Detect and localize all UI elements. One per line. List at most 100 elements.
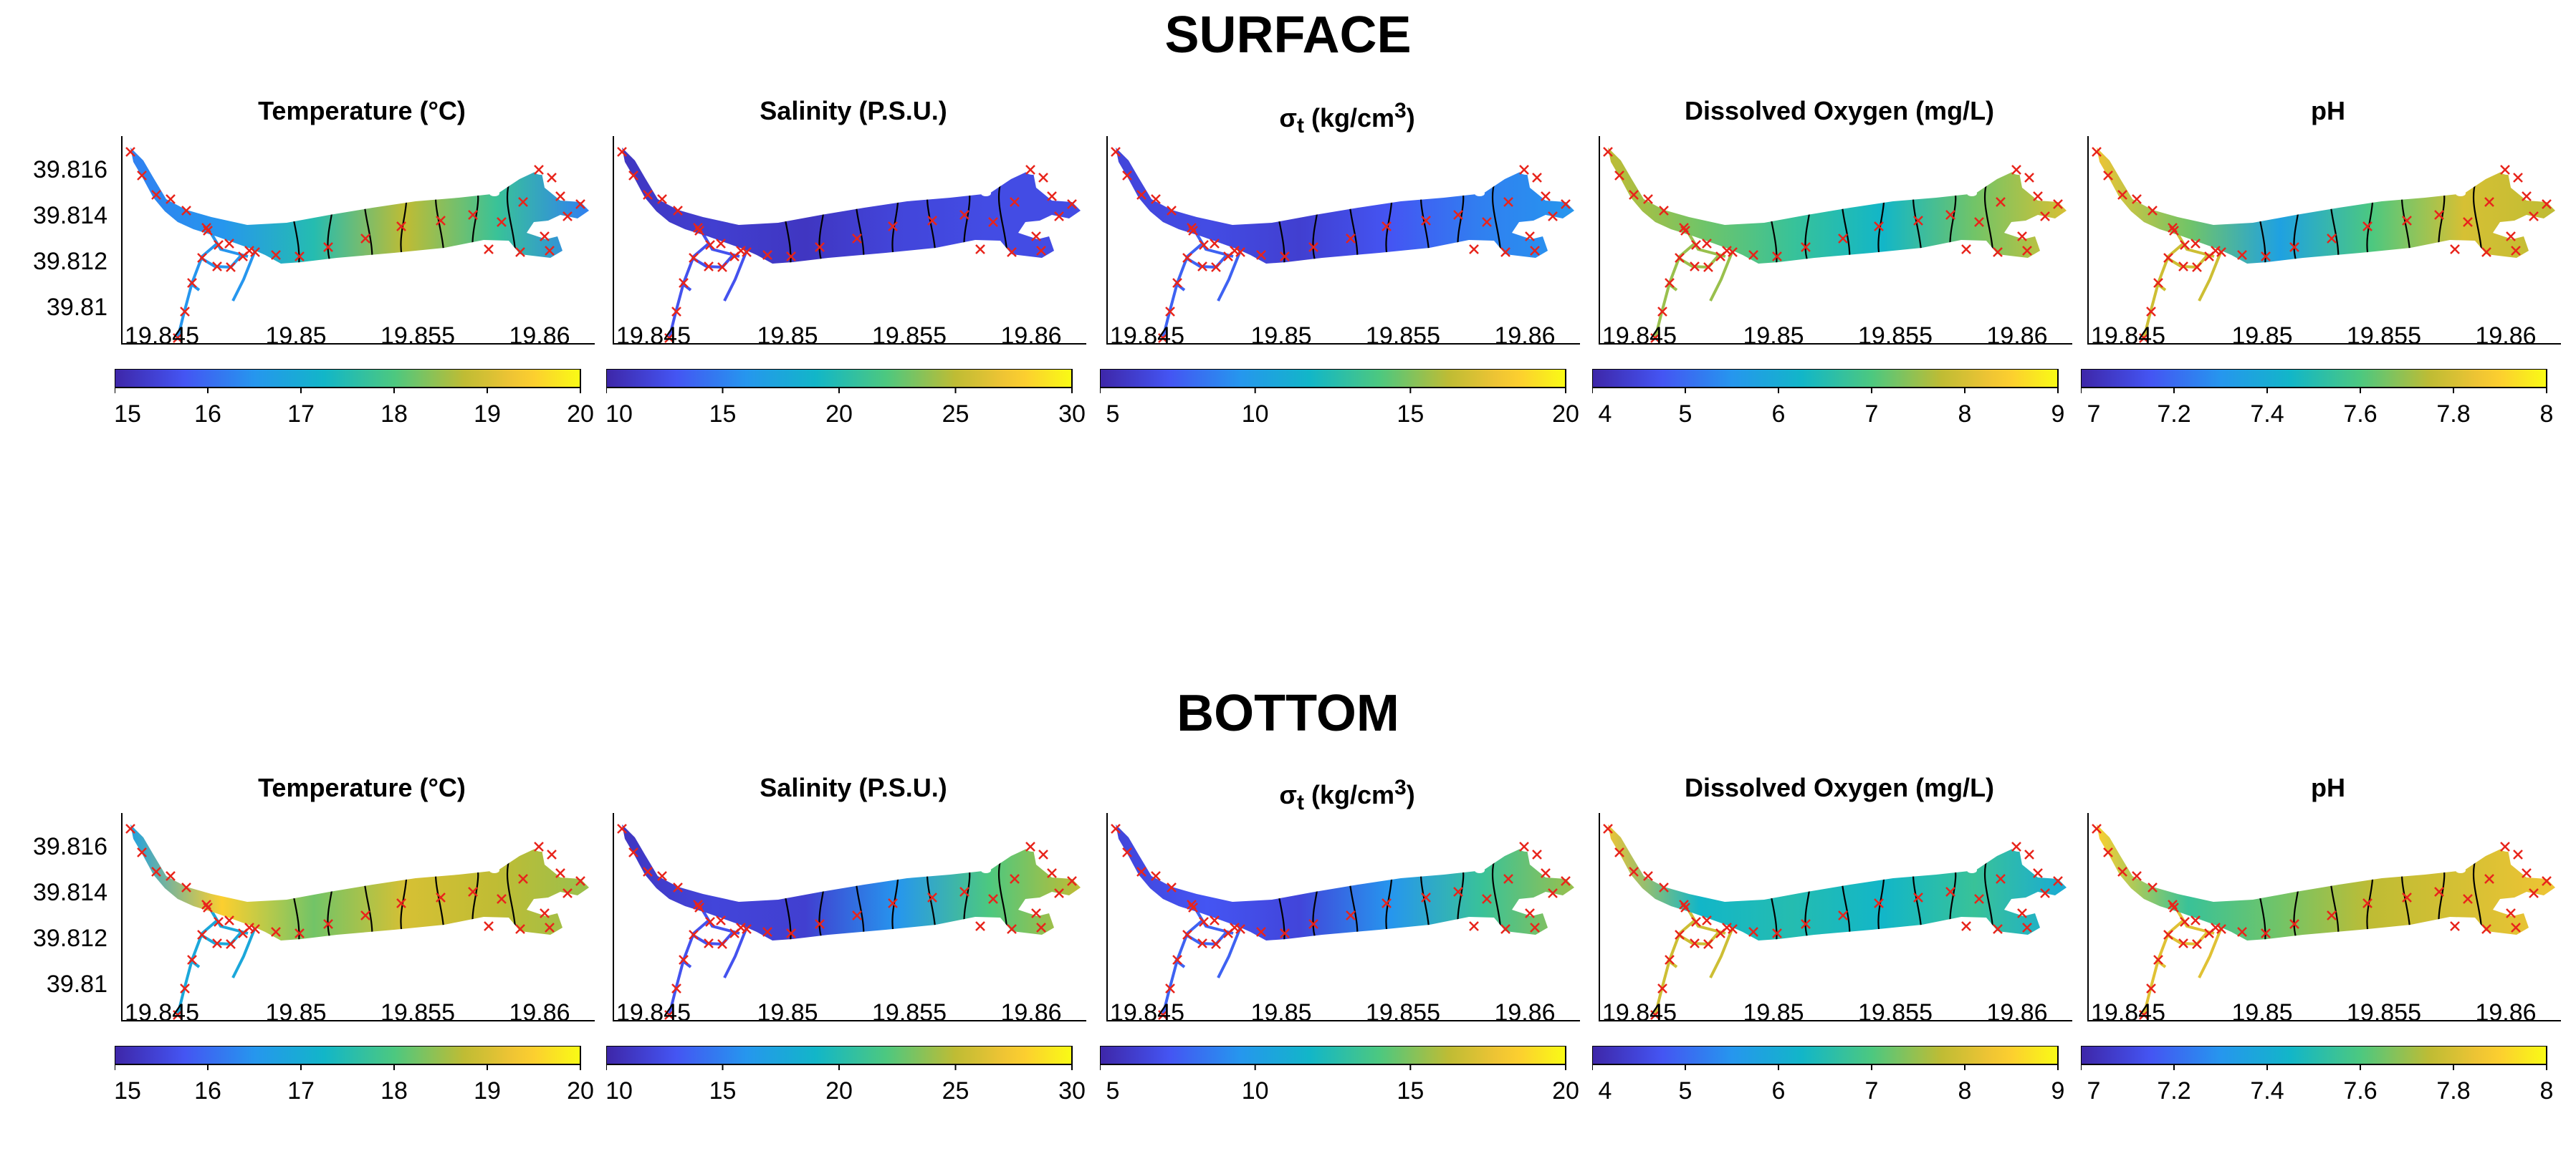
colorbar-tick-label: 18 [380, 400, 408, 428]
station-marker [360, 234, 370, 244]
lon-tick-label: 19.855 [1858, 999, 1933, 1026]
station-marker [2146, 307, 2156, 317]
station-marker [1519, 842, 1529, 852]
station-marker [1614, 847, 1624, 857]
colorbar-gradient [114, 368, 581, 388]
lon-tick-label: 19.86 [1986, 999, 2048, 1026]
station-marker [1210, 239, 1220, 249]
station-marker [2484, 197, 2494, 207]
station-marker [673, 882, 683, 893]
station-marker [2522, 191, 2532, 201]
station-marker [617, 824, 627, 834]
station-marker [1643, 194, 1653, 204]
station-marker [1187, 223, 1197, 233]
bottom-sigma-t-panel: σt (kg/cm3) 19.845 19.85 19.855 19.86 5 10 15 20 [1099, 763, 1594, 1164]
station-marker [1111, 147, 1121, 157]
bottom-temperature-c-lon-ticks: 19.845 19.85 19.855 19.86 [115, 999, 609, 1035]
station-marker [1772, 928, 1782, 938]
lat-tick-label: 39.816 [33, 156, 107, 183]
station-marker [2216, 924, 2226, 934]
colorbar-tick-label: 19 [474, 1077, 501, 1105]
station-marker [238, 928, 248, 938]
basin-field [130, 148, 589, 264]
island [2521, 852, 2532, 860]
bottom-dissolved-oxygen-mg-l-title: Dissolved Oxygen (mg/L) [1684, 773, 1995, 802]
colorbar-tick-label: 16 [194, 1077, 221, 1105]
station-marker [173, 333, 183, 343]
station-marker [2103, 170, 2113, 181]
basin-field [2097, 148, 2555, 264]
lon-tick-label: 19.855 [1858, 322, 1933, 350]
station-marker [1122, 170, 1132, 181]
station-marker [540, 231, 550, 241]
lon-tick-label: 19.85 [2231, 322, 2293, 350]
station-marker [2178, 938, 2188, 948]
lon-tick-label: 19.85 [265, 322, 327, 350]
station-marker [534, 165, 544, 175]
station-marker [2103, 847, 2113, 857]
bottom-sigma-t-title: σt (kg/cm3) [1279, 776, 1415, 815]
station-marker [1067, 199, 1077, 209]
colorbar-tick-label: 20 [567, 400, 594, 428]
station-marker [224, 239, 234, 249]
station-marker [1561, 199, 1571, 209]
station-marker [643, 190, 653, 200]
colorbar-gradient [1099, 1045, 1566, 1065]
island [981, 191, 991, 196]
station-marker [2092, 824, 2102, 834]
station-marker [1223, 928, 1233, 938]
station-marker [1659, 206, 1669, 216]
station-marker [2327, 234, 2337, 244]
island [555, 852, 566, 860]
station-marker [1151, 871, 1161, 881]
station-marker [1690, 261, 1700, 271]
colorbar-tick-label: 18 [380, 1077, 408, 1105]
station-marker [2261, 251, 2271, 261]
station-marker [1913, 216, 1923, 226]
bottom-dissolved-oxygen-mg-l-colorbar: 4 5 6 7 8 9 [1591, 1045, 2087, 1125]
station-marker [786, 251, 796, 261]
station-marker [628, 847, 638, 857]
colorbar-tick-label: 25 [942, 1077, 969, 1105]
lon-tick-label: 19.85 [2231, 999, 2293, 1026]
station-marker [959, 210, 969, 220]
canal-line [723, 927, 748, 978]
canal-line [1217, 927, 1242, 978]
station-marker [2033, 191, 2043, 201]
station-marker [271, 927, 281, 937]
colorbar-gradient [1591, 368, 2059, 388]
lon-tick-label: 19.86 [1000, 322, 1062, 350]
canal-line [1654, 226, 1697, 339]
station-marker [518, 874, 528, 884]
station-marker [125, 824, 135, 834]
station-marker [2024, 173, 2034, 183]
surface-salinity-p-s-u-lon-ticks: 19.845 19.85 19.855 19.86 [606, 322, 1101, 358]
lon-tick-label: 19.85 [1250, 999, 1312, 1026]
station-marker [1548, 888, 1558, 898]
station-marker [2192, 262, 2202, 272]
bottom-salinity-p-s-u-title: Salinity (P.S.U.) [760, 773, 947, 802]
colorbar-tick-label: 8 [2540, 1077, 2554, 1105]
station-marker [643, 867, 653, 877]
station-marker [1772, 251, 1782, 261]
station-marker [1197, 938, 1207, 948]
colorbar-tick-label: 20 [1552, 400, 1579, 428]
island [1540, 175, 1551, 183]
station-marker [1838, 910, 1848, 920]
station-marker [1165, 307, 1175, 317]
bottom-dissolved-oxygen-mg-l-panel: Dissolved Oxygen (mg/L) 19.845 19.85 19.855… [1591, 763, 2087, 1164]
colorbar-tick-label: 5 [1106, 1077, 1120, 1105]
station-marker [323, 919, 333, 929]
station-marker [518, 197, 528, 207]
station-marker [436, 893, 446, 903]
island [489, 191, 499, 196]
station-marker [1197, 261, 1207, 271]
surface-sigma-t-map [1106, 136, 1580, 345]
station-marker [2132, 871, 2142, 881]
station-marker [1945, 210, 1955, 220]
canal-line [176, 903, 219, 1016]
station-marker [1748, 927, 1758, 937]
station-marker [2216, 247, 2226, 257]
bottom-salinity-p-s-u-map [613, 813, 1086, 1021]
station-marker [2178, 261, 2188, 271]
